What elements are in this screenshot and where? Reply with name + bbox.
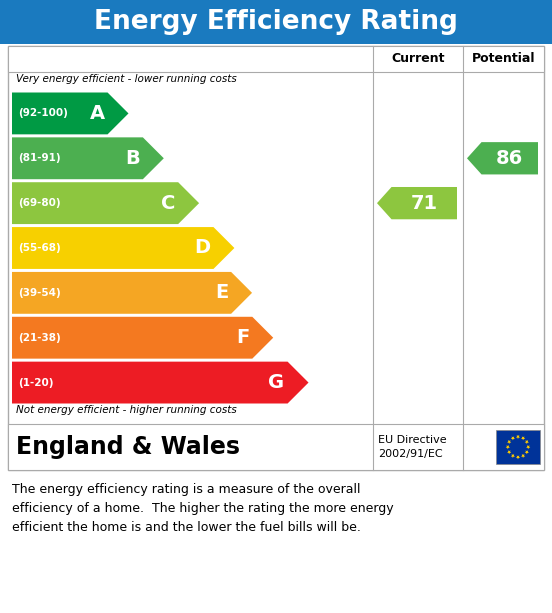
Polygon shape <box>521 454 525 458</box>
Polygon shape <box>12 272 252 314</box>
Polygon shape <box>12 227 235 269</box>
Text: B: B <box>125 149 140 168</box>
Bar <box>8 46 544 72</box>
Text: Not energy efficient - higher running costs: Not energy efficient - higher running co… <box>16 405 237 415</box>
Text: (92-100): (92-100) <box>18 109 68 118</box>
Bar <box>496 430 540 464</box>
Polygon shape <box>525 451 529 454</box>
Polygon shape <box>506 445 510 449</box>
Polygon shape <box>516 435 520 439</box>
Polygon shape <box>12 93 129 134</box>
Text: (55-68): (55-68) <box>18 243 61 253</box>
Text: (21-38): (21-38) <box>18 333 61 343</box>
Text: 86: 86 <box>496 149 523 168</box>
Polygon shape <box>516 455 520 459</box>
Bar <box>0 0 552 44</box>
Text: Very energy efficient - lower running costs: Very energy efficient - lower running co… <box>16 74 237 84</box>
Text: E: E <box>215 283 228 302</box>
Text: Current: Current <box>391 53 445 66</box>
Polygon shape <box>12 317 273 359</box>
Polygon shape <box>511 436 515 440</box>
Polygon shape <box>521 436 525 440</box>
Polygon shape <box>507 440 511 444</box>
Text: (81-91): (81-91) <box>18 153 61 163</box>
Text: The energy efficiency rating is a measure of the overall
efficiency of a home.  : The energy efficiency rating is a measur… <box>12 483 394 534</box>
Polygon shape <box>377 187 457 219</box>
Polygon shape <box>511 454 515 458</box>
Text: England & Wales: England & Wales <box>16 435 240 459</box>
Text: Energy Efficiency Rating: Energy Efficiency Rating <box>94 9 458 35</box>
Text: (1-20): (1-20) <box>18 378 54 387</box>
Text: 71: 71 <box>411 194 438 213</box>
Text: (39-54): (39-54) <box>18 288 61 298</box>
Text: C: C <box>161 194 175 213</box>
Polygon shape <box>526 445 530 449</box>
Polygon shape <box>507 451 511 454</box>
Text: EU Directive
2002/91/EC: EU Directive 2002/91/EC <box>378 435 447 459</box>
Text: Potential: Potential <box>472 53 535 66</box>
Text: D: D <box>194 238 210 257</box>
Text: G: G <box>268 373 285 392</box>
Polygon shape <box>12 362 309 403</box>
Text: F: F <box>236 328 250 347</box>
Bar <box>8 424 544 470</box>
Polygon shape <box>525 440 529 444</box>
Polygon shape <box>12 182 199 224</box>
Text: (69-80): (69-80) <box>18 198 61 208</box>
Polygon shape <box>12 137 164 179</box>
Text: A: A <box>89 104 104 123</box>
Bar <box>8 46 544 470</box>
Polygon shape <box>467 142 538 175</box>
